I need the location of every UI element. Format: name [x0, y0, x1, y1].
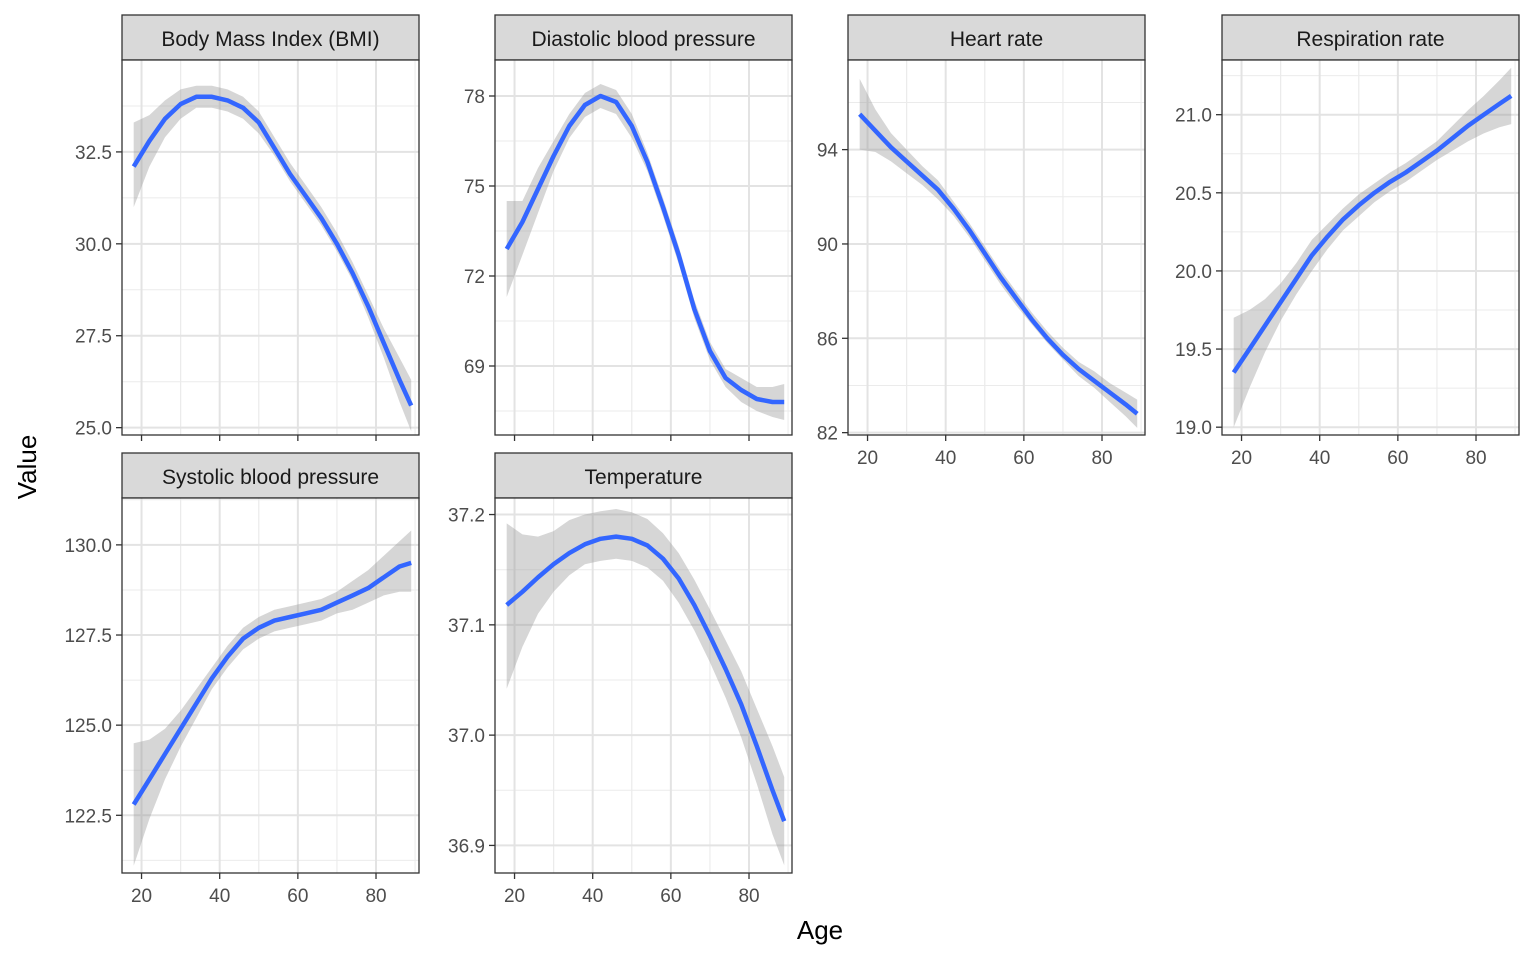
x-tick-label: 80	[365, 886, 386, 907]
trend-line	[131, 560, 412, 806]
y-tick-label: 27.5	[75, 327, 112, 348]
y-tick-label: 82	[817, 424, 838, 445]
y-tick-label: 125.0	[64, 716, 112, 737]
y-tick-label: 75	[464, 177, 485, 198]
facet-strip	[847, 14, 1146, 61]
x-tick-label: 80	[1091, 448, 1112, 469]
y-tick-label: 86	[817, 329, 838, 350]
trend-line	[858, 112, 1139, 416]
y-tick-label: 69	[464, 357, 485, 378]
panel-border	[494, 59, 793, 436]
y-axis-title: Value	[12, 435, 42, 500]
facet-panel: Diastolic blood pressure 69 72 75 78	[464, 14, 793, 441]
y-tick-label: 94	[817, 141, 839, 162]
y-tick-label: 32.5	[75, 143, 112, 164]
x-tick-label: 60	[287, 886, 308, 907]
facet-strip	[494, 452, 793, 499]
y-tick-label: 90	[817, 235, 838, 256]
panel-background	[495, 60, 792, 435]
x-tick-label: 80	[1465, 448, 1486, 469]
y-tick-label: 30.0	[75, 235, 112, 256]
y-tick-label: 37.2	[448, 506, 485, 527]
facet-strip	[121, 452, 420, 499]
facet-strip	[494, 14, 793, 61]
panel-background	[495, 498, 792, 873]
y-tick-label: 37.0	[448, 726, 485, 747]
x-tick-label: 40	[209, 886, 230, 907]
confidence-band	[133, 530, 412, 866]
facet-title: Temperature	[585, 466, 703, 489]
confidence-band	[1233, 67, 1512, 428]
facet-title: Heart rate	[950, 28, 1043, 51]
x-tick-label: 20	[131, 886, 152, 907]
panel-border	[494, 497, 793, 874]
y-tick-label: 130.0	[64, 536, 112, 557]
x-tick-label: 80	[738, 886, 759, 907]
y-tick-label: 25.0	[75, 419, 112, 440]
panel-border	[121, 497, 420, 874]
facet-panel: Respiration rate 19.0 19.5 20.0 20.5 21.0 20 40…	[1175, 14, 1520, 469]
facet-panel: Systolic blood pressure 122.5 125.0 127.5 13…	[64, 452, 420, 907]
confidence-band	[506, 84, 785, 420]
panel-border	[121, 59, 420, 436]
x-tick-label: 40	[582, 886, 603, 907]
facet-title: Respiration rate	[1296, 28, 1444, 51]
y-tick-label: 127.5	[64, 626, 112, 647]
panel-border	[1221, 59, 1520, 436]
x-tick-label: 60	[1013, 448, 1034, 469]
facet-strip	[1221, 14, 1520, 61]
x-tick-label: 40	[1309, 448, 1330, 469]
y-tick-label: 21.0	[1175, 106, 1212, 127]
trend-line	[505, 534, 787, 822]
facet-title: Systolic blood pressure	[162, 466, 379, 489]
x-tick-label: 40	[935, 448, 956, 469]
facet-panel: Body Mass Index (BMI) 25.0 27.5 30.0 32.5	[75, 14, 420, 441]
facet-panel: Heart rate 82 86 90 94 20 40 60 80	[817, 14, 1146, 469]
panel-background	[122, 60, 419, 435]
facet-strip	[121, 14, 420, 61]
y-tick-label: 72	[464, 267, 485, 288]
panel-border	[847, 59, 1146, 436]
x-tick-label: 20	[504, 886, 525, 907]
y-tick-label: 19.5	[1175, 340, 1212, 361]
panels-group: Body Mass Index (BMI) 25.0 27.5 30.0 32.5 Dia…	[64, 14, 1520, 907]
x-tick-label: 60	[1387, 448, 1408, 469]
x-tick-label: 60	[660, 886, 681, 907]
y-tick-label: 19.0	[1175, 418, 1212, 439]
facet-title: Diastolic blood pressure	[531, 28, 755, 51]
confidence-band	[506, 509, 785, 866]
panel-background	[848, 60, 1145, 435]
y-tick-label: 20.5	[1175, 184, 1212, 205]
trend-line	[131, 94, 414, 407]
facet-panel: Temperature 36.9 37.0 37.1 37.2 20 40 60 80	[448, 452, 793, 907]
y-tick-label: 122.5	[64, 806, 112, 827]
x-tick-label: 20	[857, 448, 878, 469]
trend-line	[504, 93, 785, 405]
x-tick-label: 20	[1231, 448, 1252, 469]
y-tick-label: 37.1	[448, 616, 485, 637]
facet-title: Body Mass Index (BMI)	[161, 28, 379, 51]
trend-line	[1231, 94, 1513, 374]
y-tick-label: 36.9	[448, 836, 485, 857]
panel-background	[122, 498, 419, 873]
y-tick-label: 78	[464, 87, 485, 108]
x-axis-title: Age	[797, 915, 843, 945]
y-tick-label: 20.0	[1175, 262, 1212, 283]
